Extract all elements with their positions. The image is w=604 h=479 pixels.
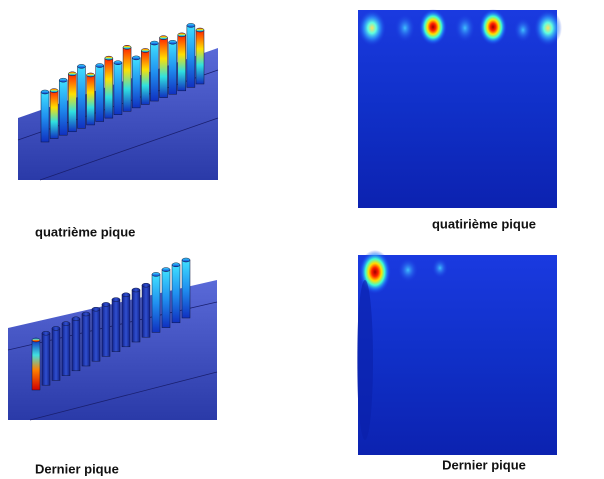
pillar [68,73,77,133]
pillar [122,47,132,112]
pillar-top [95,63,104,68]
pillar [71,318,81,372]
heatmap [357,250,557,455]
pillar [131,57,141,109]
pillar [111,299,121,352]
pillar-top [49,88,59,93]
pillar-top [195,27,205,33]
pillar [168,41,177,95]
pillar-top [86,72,95,78]
pillar [86,74,95,126]
pillar [150,42,159,102]
pillar-top [40,89,50,95]
pillar [186,25,196,88]
hotspot [398,258,418,282]
pillar [141,50,150,105]
pillar [31,339,41,391]
pillar [77,66,86,129]
pillar-top [151,272,161,277]
pillar-top [77,64,86,69]
pillar-top [122,45,132,50]
pillar-top [141,48,150,53]
hotspot [358,10,386,46]
pillar [58,79,68,136]
hotspot [419,9,447,45]
pillar-top [91,306,101,312]
hotspot [455,14,475,42]
edge [29,371,218,421]
pillar [95,65,104,122]
pillar [49,90,59,139]
hotspot [514,18,532,42]
heatmap-bg [358,255,557,455]
pillar-top [159,35,168,40]
pillar [91,308,101,362]
pillar [151,274,161,333]
pillar [121,294,131,348]
pillar [195,29,205,85]
pillar [113,62,123,115]
pillar [171,264,181,324]
pillar-top [161,267,171,272]
pillar-top [121,292,131,298]
caption: Dernier pique [442,457,526,472]
pillar-top [181,257,191,263]
edge [39,117,219,181]
shade [357,280,373,440]
pillar-top [150,40,159,46]
simulation-render [7,257,218,421]
hotspot [479,9,507,45]
pillar [141,284,151,338]
pillar-top [58,77,68,83]
pillar-top [68,71,77,77]
pillar [161,269,171,328]
pillar [131,289,141,343]
pillar-top [186,23,196,28]
pillar [41,332,51,386]
pillar-top [41,330,51,336]
pillar [51,328,61,381]
pillar [181,259,191,319]
hotspot [395,14,415,42]
pillar-top [177,32,187,38]
heatmap [358,9,562,208]
caption: quatrième pique [35,224,135,239]
heatmap-bg [358,10,557,208]
pillar-top [131,287,141,293]
pillar-top [111,297,121,302]
pillar-top [71,316,81,322]
pillar-top [51,326,61,331]
pillar-top [171,262,181,268]
pillar [177,34,187,92]
pillar-top [31,337,41,343]
pillar-top [101,302,111,307]
pillar-top [168,39,177,45]
pillar-top [141,282,151,288]
pillar-top [113,60,123,65]
hotspot [534,10,562,46]
pillar [40,91,50,143]
pillar-top [61,321,71,326]
simulation-render [17,23,219,181]
pillar [104,57,114,119]
pillar-top [131,55,141,61]
pillar [61,323,71,376]
caption: Dernier pique [35,461,119,476]
pillar [159,37,168,98]
pillar [81,313,91,367]
pillar-top [104,55,114,61]
pillar [101,304,111,357]
hotspot [432,258,448,278]
caption: quatirième pique [432,216,536,231]
pillar-top [81,311,91,317]
